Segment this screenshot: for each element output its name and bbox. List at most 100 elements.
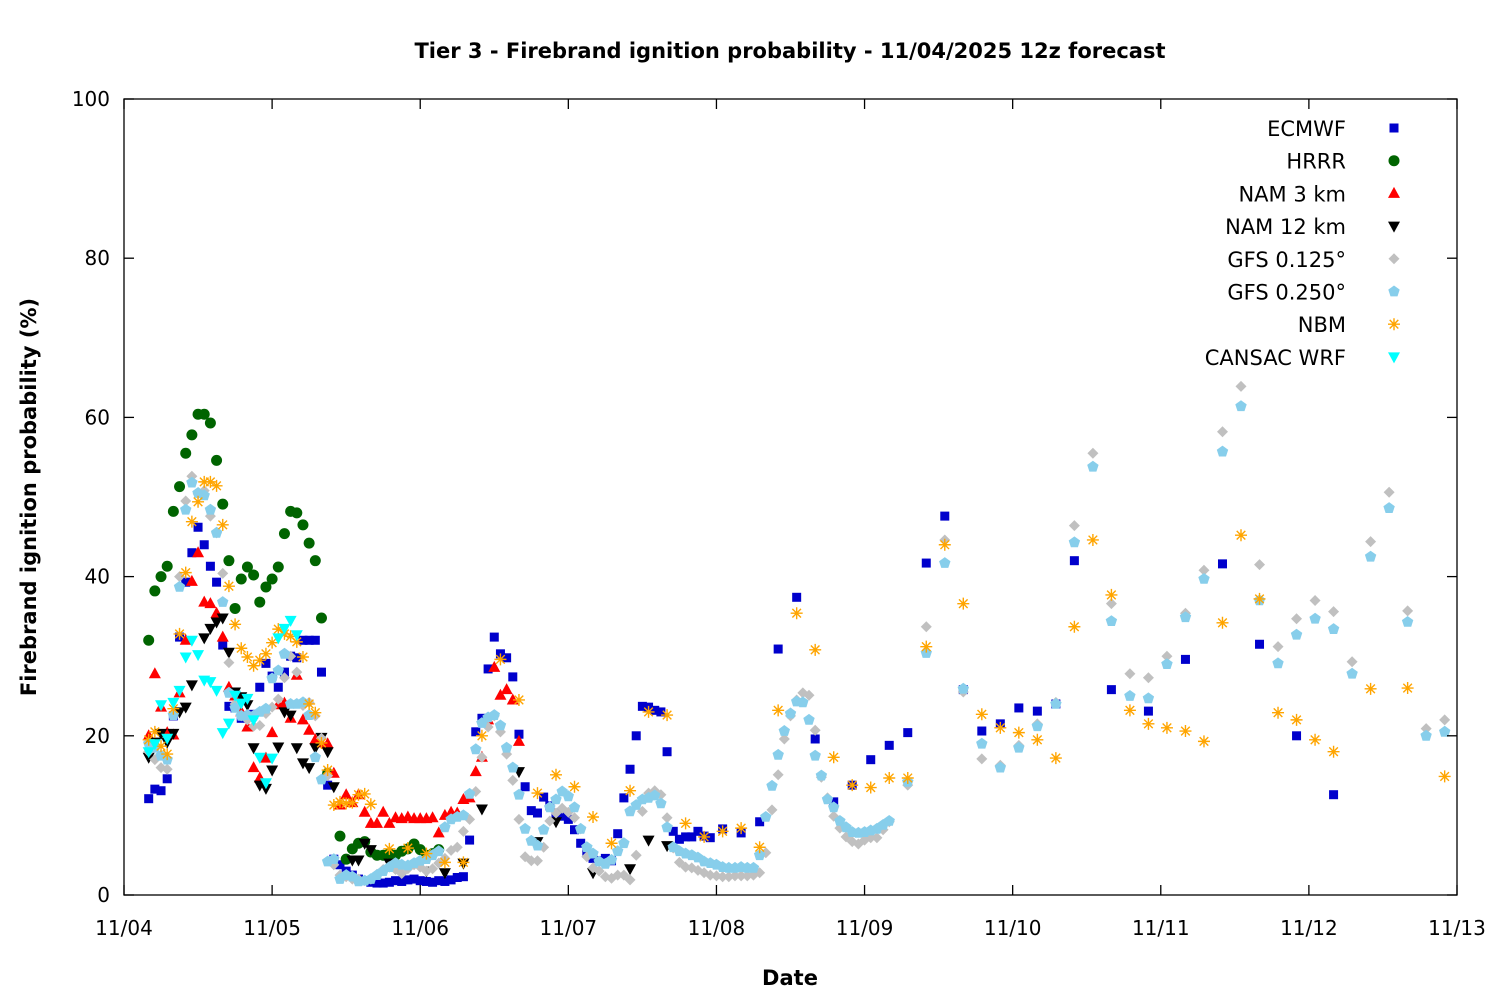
data-point (557, 811, 567, 821)
data-point (296, 650, 309, 663)
data-point (514, 729, 524, 739)
data-point (1105, 598, 1117, 610)
data-point (254, 719, 266, 731)
data-point (976, 753, 988, 765)
data-point (254, 596, 266, 608)
data-point (457, 809, 470, 821)
data-point (512, 693, 525, 706)
data-point (469, 765, 482, 777)
data-point (1365, 536, 1377, 548)
data-point (452, 872, 462, 882)
data-point (401, 842, 414, 855)
data-point (315, 612, 327, 624)
data-point (273, 682, 283, 692)
data-point (216, 613, 229, 625)
data-point (1031, 733, 1044, 746)
data-point (975, 708, 988, 721)
data-point (939, 557, 951, 568)
data-point (1160, 721, 1173, 734)
data-point (500, 741, 513, 753)
legend-item: NBM (1298, 313, 1400, 337)
data-point (508, 672, 518, 682)
data-point (384, 877, 394, 887)
data-point (537, 823, 550, 835)
data-point (291, 666, 303, 678)
data-point (161, 560, 173, 572)
data-point (259, 751, 272, 763)
data-point (1143, 706, 1153, 716)
data-point (1420, 729, 1432, 741)
data-point (1328, 606, 1340, 618)
x-tick-label: 11/07 (540, 916, 598, 940)
data-point (198, 633, 211, 645)
data-point (193, 522, 203, 532)
data-point (278, 528, 290, 540)
data-point (155, 740, 168, 753)
data-point (661, 709, 674, 722)
data-point (192, 546, 205, 558)
data-point (920, 640, 933, 653)
data-point (217, 498, 229, 510)
data-point (364, 798, 377, 811)
data-point (372, 878, 382, 888)
data-point (513, 788, 525, 800)
data-point (144, 794, 154, 804)
data-point (772, 704, 785, 717)
data-point (1179, 611, 1192, 623)
data-point (426, 811, 439, 823)
data-point (185, 680, 198, 692)
data-point (1346, 656, 1358, 668)
data-point (383, 816, 396, 828)
data-point (223, 657, 235, 669)
data-point (901, 771, 914, 784)
data-point (278, 647, 291, 659)
data-point (284, 630, 297, 643)
data-point (766, 779, 778, 791)
data-point (266, 753, 279, 765)
data-point (1105, 588, 1118, 601)
data-point (1439, 725, 1451, 737)
data-point (1235, 380, 1247, 392)
legend-marker-icon (1389, 123, 1399, 133)
data-point (539, 792, 549, 802)
data-point (1309, 733, 1322, 746)
data-point (440, 876, 450, 886)
data-point (161, 733, 174, 745)
data-point (272, 561, 284, 573)
data-point (216, 518, 229, 531)
data-point (304, 635, 314, 645)
data-point (679, 817, 692, 830)
data-point (624, 784, 637, 797)
data-point (631, 731, 641, 741)
data-point (241, 720, 254, 732)
data-point (210, 617, 223, 629)
data-point (142, 747, 155, 759)
data-point (255, 682, 265, 692)
data-point (921, 558, 931, 568)
data-point (784, 707, 797, 719)
data-point (167, 728, 180, 740)
data-point (148, 667, 161, 679)
data-point (747, 861, 760, 873)
data-point (446, 875, 456, 885)
legend-label: GFS 0.250° (1227, 281, 1346, 305)
data-point (920, 621, 932, 633)
data-point (421, 876, 431, 886)
data-point (1179, 725, 1192, 738)
data-point (212, 577, 222, 587)
data-point (569, 812, 581, 824)
data-point (432, 826, 445, 838)
data-point (204, 597, 217, 609)
data-point (321, 764, 334, 777)
data-point (828, 801, 840, 813)
data-point (531, 839, 544, 851)
data-point (403, 875, 413, 885)
data-point (173, 707, 186, 719)
data-point (278, 707, 291, 719)
data-point (570, 825, 580, 835)
data-point (451, 841, 463, 853)
data-point (229, 618, 242, 631)
data-point (1439, 714, 1451, 726)
data-point (470, 743, 482, 755)
legend-marker-icon (1388, 318, 1400, 331)
